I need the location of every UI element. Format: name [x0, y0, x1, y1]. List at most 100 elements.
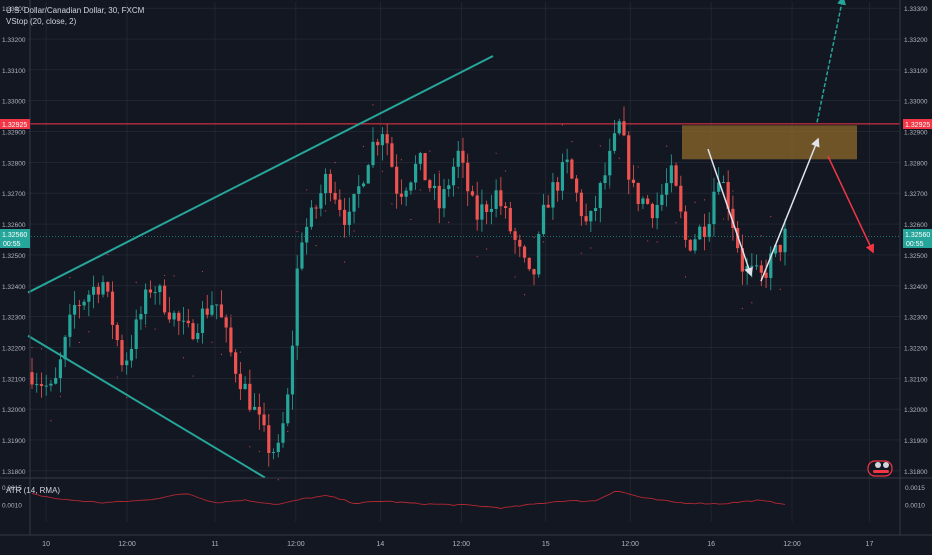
vstop-dot — [220, 353, 223, 355]
candle-body — [144, 289, 148, 314]
candle-body — [210, 305, 214, 315]
price-tick-right: 1.32500 — [904, 253, 928, 260]
vstop-dot — [590, 247, 592, 249]
countdown-right: 00:55 — [906, 241, 924, 248]
vstop-dot — [694, 201, 696, 203]
candle-body — [385, 134, 389, 144]
white-arrow-up — [760, 137, 820, 282]
candle-body — [414, 163, 418, 183]
candle-body — [158, 285, 162, 293]
candle-body — [54, 378, 58, 384]
price-tick-right: 1.32400 — [904, 284, 928, 291]
price-tick-right: 1.33300 — [904, 6, 928, 13]
candle-body — [499, 190, 503, 207]
price-tick-right: 1.32700 — [904, 191, 928, 198]
atr-tick-left: 0.0010 — [2, 503, 22, 510]
candle-body — [631, 179, 636, 183]
candle-body — [461, 150, 465, 163]
vstop-dot — [391, 203, 393, 205]
candle-body — [115, 324, 119, 341]
candle-body — [565, 159, 569, 163]
candle-body — [584, 216, 588, 222]
vstop-dot — [296, 230, 298, 233]
current-price-right: 1.32560 — [905, 232, 930, 239]
atr-pane — [31, 491, 786, 509]
time-tick: 12:00 — [453, 541, 471, 548]
price-tick-right: 1.32100 — [904, 376, 928, 383]
atr-tick-left: 0.0015 — [2, 485, 22, 492]
candle-body — [395, 166, 399, 194]
vstop-dot — [135, 281, 137, 284]
price-tick-left: 1.32800 — [2, 160, 26, 167]
vstop-dot — [315, 244, 317, 247]
candle-body — [570, 159, 574, 179]
vstop-dot — [647, 240, 649, 242]
alert-badge[interactable] — [867, 460, 893, 477]
candle-body — [707, 224, 711, 237]
candle-body — [669, 165, 673, 184]
atr-tick-right: 0.0015 — [905, 485, 925, 492]
price-tick-left: 1.33100 — [2, 68, 26, 75]
candle-body — [508, 207, 512, 232]
candle-body — [593, 208, 598, 211]
candle-body — [366, 165, 370, 184]
upper-trendline — [27, 55, 494, 294]
candle-body — [428, 180, 432, 189]
price-tick-right: 1.31800 — [904, 469, 928, 476]
candle-body — [764, 272, 768, 278]
candle-body — [215, 304, 219, 306]
candle-body — [575, 178, 579, 193]
vstop-dot — [495, 152, 497, 154]
price-tick-right: 1.32600 — [904, 222, 928, 229]
candle-body — [295, 268, 299, 346]
vstop-dot — [362, 145, 365, 148]
candle-body — [91, 286, 96, 295]
candle-body — [551, 182, 555, 208]
candle-body — [418, 153, 422, 164]
candle-body — [338, 199, 342, 210]
resistance-tag-right: 1.32925 — [905, 122, 930, 129]
white-arrow-down — [707, 148, 753, 277]
resistance-tag-left: 1.32925 — [2, 122, 27, 129]
price-tick-left: 1.32200 — [2, 345, 26, 352]
vstop-dot — [268, 415, 270, 417]
candle-body — [324, 173, 328, 194]
candle-body — [342, 209, 347, 225]
candle-body — [234, 352, 238, 374]
vstop-dot — [88, 331, 90, 333]
candle-body — [622, 121, 626, 136]
vstop-dot — [182, 357, 185, 359]
supply-zone — [28, 123, 900, 237]
time-tick: 12:00 — [621, 541, 639, 548]
candle-body — [101, 282, 105, 295]
vstop-dot — [192, 375, 194, 377]
vstop-dot — [381, 170, 384, 172]
candle-body — [688, 239, 692, 251]
price-tick-left: 1.32300 — [2, 315, 26, 322]
time-tick: 16 — [707, 541, 715, 548]
vstop-dot — [618, 157, 620, 159]
candle-body — [390, 143, 394, 167]
vstop-dot — [211, 341, 213, 343]
candle-body — [139, 313, 143, 320]
candle-body — [485, 204, 489, 212]
candle-body — [399, 193, 403, 197]
vstop-dot — [751, 302, 753, 304]
candle-body — [120, 340, 124, 366]
vstop-dot — [277, 479, 279, 481]
candle-body — [276, 442, 280, 453]
vstop-dot — [523, 294, 526, 296]
vstop-dot — [561, 124, 564, 126]
candle-body — [503, 206, 508, 208]
price-tick-right: 1.33100 — [904, 68, 928, 75]
vstop-dot — [684, 276, 687, 278]
candle-body — [243, 383, 247, 390]
price-tick-right: 1.32900 — [904, 130, 928, 137]
candle-body — [579, 192, 583, 217]
candle-body — [333, 192, 337, 200]
candle-body — [541, 204, 546, 235]
candle-body — [163, 285, 167, 313]
candle-body — [773, 244, 778, 254]
vstop-dot — [722, 218, 725, 220]
